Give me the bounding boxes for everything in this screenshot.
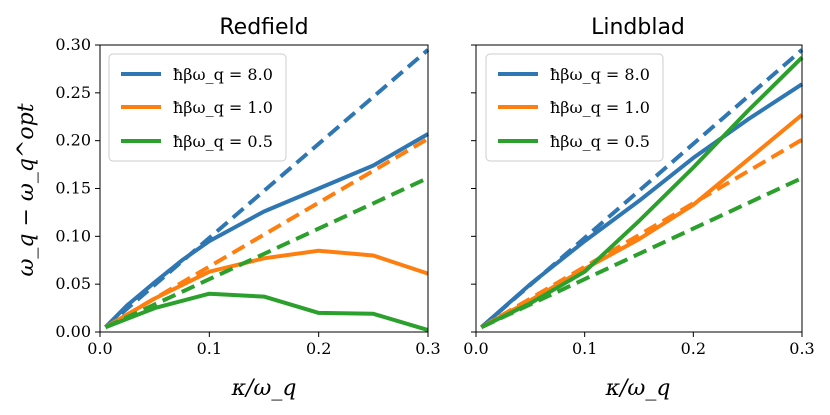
redfield-y-tick-label-2: 0.10 bbox=[55, 226, 91, 245]
redfield-y-tick-label-5: 0.25 bbox=[55, 83, 91, 102]
lindblad-ticks: 0.0 0.1 0.2 0.3 bbox=[463, 44, 815, 358]
redfield-series-4-solid bbox=[104, 291, 429, 333]
redfield-series-5-dashed bbox=[104, 176, 429, 330]
lindblad-x-tick-label-3: 0.3 bbox=[789, 339, 814, 358]
lindblad-legend-label-0: ħβω_q = 8.0 bbox=[550, 65, 650, 84]
redfield-panel: Redfield 0.0 0.1 0.2 0.3 0.00 0.05 0.10 0.15 0.2… bbox=[55, 15, 440, 401]
redfield-x-tick-label-1: 0.1 bbox=[197, 339, 222, 358]
lindblad-x-tick-label-1: 0.1 bbox=[572, 339, 597, 358]
lindblad-axes-frame bbox=[475, 44, 803, 333]
y-axis-label: ω_q − ω_q^opt bbox=[14, 103, 39, 276]
redfield-ticks: 0.0 0.1 0.2 0.3 0.00 0.05 0.10 0.15 0.20 0.25 0.30 bbox=[55, 35, 440, 358]
lindblad-x-tick-label-2: 0.2 bbox=[681, 339, 706, 358]
redfield-y-tick-label-3: 0.15 bbox=[55, 179, 91, 198]
redfield-legend-box bbox=[108, 53, 287, 162]
lindblad-x-axis-label: κ/ω_q bbox=[605, 376, 671, 401]
redfield-series bbox=[104, 48, 430, 333]
lindblad-series bbox=[480, 48, 804, 330]
lindblad-legend: ħβω_q = 8.0 ħβω_q = 1.0 ħβω_q = 0.5 bbox=[485, 53, 664, 162]
redfield-legend-label-1: ħβω_q = 1.0 bbox=[173, 98, 273, 117]
redfield-y-tick-label-4: 0.20 bbox=[55, 131, 91, 150]
redfield-series-2-solid bbox=[104, 248, 429, 329]
lindblad-series-3-dashed bbox=[480, 137, 804, 329]
redfield-legend: ħβω_q = 8.0 ħβω_q = 1.0 ħβω_q = 0.5 bbox=[108, 53, 287, 162]
redfield-x-tick-label-0: 0.0 bbox=[87, 339, 112, 358]
redfield-y-tick-label-0: 0.00 bbox=[55, 322, 91, 341]
redfield-x-tick-label-3: 0.3 bbox=[415, 339, 440, 358]
redfield-legend-label-0: ħβω_q = 8.0 bbox=[173, 65, 273, 84]
redfield-series-1-dashed bbox=[104, 48, 430, 329]
lindblad-title: Lindblad bbox=[591, 15, 685, 40]
redfield-title: Redfield bbox=[219, 15, 308, 40]
lindblad-x-tick-label-0: 0.0 bbox=[463, 339, 488, 358]
redfield-series-0-solid bbox=[104, 132, 429, 329]
redfield-axes-frame bbox=[99, 44, 429, 333]
redfield-x-tick-label-2: 0.2 bbox=[306, 339, 331, 358]
redfield-y-tick-label-6: 0.30 bbox=[55, 35, 91, 54]
lindblad-panel: Lindblad 0.0 0.1 0.2 0.3 ħβω_q = 8.0 ħβω_q … bbox=[463, 15, 814, 401]
lindblad-legend-box bbox=[485, 53, 664, 162]
lindblad-legend-label-1: ħβω_q = 1.0 bbox=[550, 98, 650, 117]
redfield-legend-label-2: ħβω_q = 0.5 bbox=[173, 132, 273, 151]
lindblad-series-1-dashed bbox=[480, 48, 804, 329]
redfield-y-tick-label-1: 0.05 bbox=[55, 274, 91, 293]
redfield-x-axis-label: κ/ω_q bbox=[231, 376, 297, 401]
lindblad-legend-label-2: ħβω_q = 0.5 bbox=[550, 132, 650, 151]
lindblad-series-5-dashed bbox=[480, 176, 803, 330]
